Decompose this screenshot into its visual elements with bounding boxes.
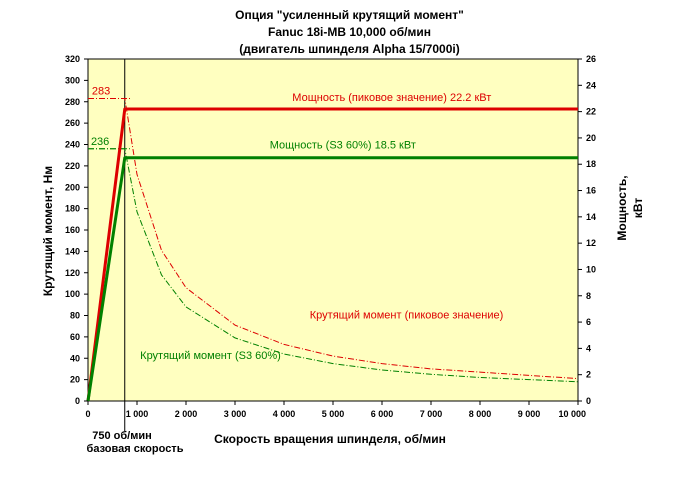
y-right-tick-label: 12 <box>586 238 596 248</box>
series-line-2 <box>88 98 579 380</box>
y-left-tick-label: 320 <box>65 54 80 64</box>
x-axis-title: Скорость вращения шпинделя, об/мин <box>214 432 446 446</box>
y-left-tick-label: 0 <box>75 396 80 406</box>
y-left-tick-label: 300 <box>65 75 80 85</box>
base-speed-label: 750 об/мин <box>92 430 152 442</box>
chart-title-line-3: (двигатель шпинделя Alpha 15/7000i) <box>239 42 460 56</box>
x-tick-label: 8 000 <box>469 409 492 419</box>
x-tick-label: 3 000 <box>224 409 247 419</box>
x-tick-label: 0 <box>85 409 90 419</box>
x-tick-label: 1 000 <box>126 409 149 419</box>
y-left-tick-label: 20 <box>70 375 80 385</box>
y-left-tick-label: 140 <box>65 246 80 256</box>
y-left-tick-label: 280 <box>65 97 80 107</box>
y-left-tick-label: 180 <box>65 204 80 214</box>
x-tick-label: 7 000 <box>420 409 443 419</box>
chart-title-line-2: Fanuc 18i-MB 10,000 об/мин <box>268 25 431 39</box>
y-right-tick-label: 26 <box>586 54 596 64</box>
y-right-tick-label: 22 <box>586 107 596 117</box>
y-left-axis-title: Крутящий момент, Нм <box>41 166 55 296</box>
x-tick-label: 5 000 <box>322 409 345 419</box>
series-line-3 <box>88 148 579 383</box>
series-label-power-peak: Мощность (пиковое значение) 22.2 кВт <box>292 92 491 104</box>
y-left-tick-label: 160 <box>65 225 80 235</box>
y-right-axis-title-line-2: кВт <box>631 198 645 219</box>
y-right-tick-label: 24 <box>586 80 596 90</box>
annotation-peak-torque: 283 <box>92 86 110 98</box>
x-tick-label: 4 000 <box>273 409 296 419</box>
y-left-tick-label: 240 <box>65 140 80 150</box>
y-left-tick-label: 60 <box>70 332 80 342</box>
annotation-s3-torque: 236 <box>91 136 109 148</box>
y-right-tick-label: 16 <box>586 186 596 196</box>
x-tick-label: 6 000 <box>371 409 394 419</box>
y-right-tick-label: 20 <box>586 133 596 143</box>
series-line-1 <box>86 156 578 402</box>
y-right-tick-label: 14 <box>586 212 596 222</box>
y-right-tick-label: 18 <box>586 159 596 169</box>
series-line-0 <box>86 107 578 402</box>
series-label-power-s3: Мощность (S3 60%) 18.5 кВт <box>270 140 416 152</box>
y-left-tick-label: 120 <box>65 268 80 278</box>
x-tick-label: 9 000 <box>518 409 541 419</box>
y-left-tick-label: 40 <box>70 353 80 363</box>
y-right-tick-label: 2 <box>586 370 591 380</box>
y-left-tick-label: 220 <box>65 161 80 171</box>
base-speed-caption: базовая скорость <box>87 443 184 455</box>
x-tick-label: 10 000 <box>558 409 586 419</box>
y-right-tick-label: 10 <box>586 264 596 274</box>
y-right-axis-title-line-1: Мощность, <box>615 175 629 240</box>
series-label-torque-peak: Крутящий момент (пиковое значение) <box>310 309 504 321</box>
y-right-tick-label: 4 <box>586 343 591 353</box>
y-left-tick-label: 200 <box>65 182 80 192</box>
y-left-tick-label: 100 <box>65 289 80 299</box>
plot-area <box>87 58 579 402</box>
series-label-torque-s3: Крутящий момент (S3 60%) <box>140 350 281 362</box>
y-right-tick-label: 8 <box>586 291 591 301</box>
y-left-tick-label: 260 <box>65 118 80 128</box>
y-left-tick-label: 80 <box>70 311 80 321</box>
chart-title-line-1: Опция "усиленный крутящий момент" <box>235 8 464 22</box>
y-right-tick-label: 0 <box>586 396 591 406</box>
x-tick-label: 2 000 <box>175 409 198 419</box>
y-right-tick-label: 6 <box>586 317 591 327</box>
